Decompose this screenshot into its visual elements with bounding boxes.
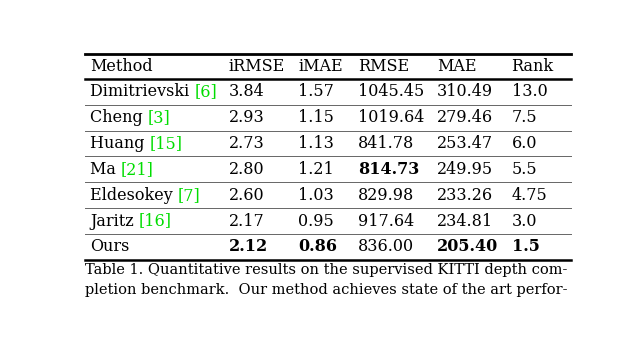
Text: [15]: [15] xyxy=(150,135,182,152)
Text: [6]: [6] xyxy=(195,83,217,100)
Text: Cheng: Cheng xyxy=(90,109,148,126)
Text: 814.73: 814.73 xyxy=(358,161,419,178)
Text: 836.00: 836.00 xyxy=(358,238,414,256)
Text: 0.95: 0.95 xyxy=(298,213,334,230)
Text: 4.75: 4.75 xyxy=(511,187,547,204)
Text: 233.26: 233.26 xyxy=(437,187,493,204)
Text: 253.47: 253.47 xyxy=(437,135,493,152)
Text: [7]: [7] xyxy=(178,187,200,204)
Text: 2.17: 2.17 xyxy=(229,213,264,230)
Text: 5.5: 5.5 xyxy=(511,161,537,178)
Text: Table 1. Quantitative results on the supervised KITTI depth com-: Table 1. Quantitative results on the sup… xyxy=(85,263,567,277)
Text: 13.0: 13.0 xyxy=(511,83,547,100)
Text: 1.57: 1.57 xyxy=(298,83,334,100)
Text: 249.95: 249.95 xyxy=(437,161,493,178)
Text: Jaritz: Jaritz xyxy=(90,213,139,230)
Text: [21]: [21] xyxy=(121,161,154,178)
Text: Dimitrievski: Dimitrievski xyxy=(90,83,195,100)
Text: 1.5: 1.5 xyxy=(511,238,540,256)
Text: iMAE: iMAE xyxy=(298,58,343,75)
Text: 1019.64: 1019.64 xyxy=(358,109,424,126)
Text: 279.46: 279.46 xyxy=(437,109,493,126)
Text: 841.78: 841.78 xyxy=(358,135,414,152)
Text: 1.13: 1.13 xyxy=(298,135,334,152)
Text: Huang: Huang xyxy=(90,135,150,152)
Text: 205.40: 205.40 xyxy=(437,238,499,256)
Text: Ours: Ours xyxy=(90,238,129,256)
Text: Rank: Rank xyxy=(511,58,554,75)
Text: 3.0: 3.0 xyxy=(511,213,537,230)
Text: 6.0: 6.0 xyxy=(511,135,537,152)
Text: 234.81: 234.81 xyxy=(437,213,493,230)
Text: 1.15: 1.15 xyxy=(298,109,334,126)
Text: 829.98: 829.98 xyxy=(358,187,414,204)
Text: 2.93: 2.93 xyxy=(229,109,264,126)
Text: 2.80: 2.80 xyxy=(229,161,264,178)
Text: Eldesokey: Eldesokey xyxy=(90,187,178,204)
Text: 310.49: 310.49 xyxy=(437,83,493,100)
Text: RMSE: RMSE xyxy=(358,58,409,75)
Text: 2.12: 2.12 xyxy=(229,238,268,256)
Text: iRMSE: iRMSE xyxy=(229,58,285,75)
Text: 2.73: 2.73 xyxy=(229,135,264,152)
Text: 917.64: 917.64 xyxy=(358,213,414,230)
Text: Ma: Ma xyxy=(90,161,121,178)
Text: [3]: [3] xyxy=(148,109,170,126)
Text: [16]: [16] xyxy=(139,213,172,230)
Text: 3.84: 3.84 xyxy=(229,83,264,100)
Text: 0.86: 0.86 xyxy=(298,238,337,256)
Text: pletion benchmark.  Our method achieves state of the art perfor-: pletion benchmark. Our method achieves s… xyxy=(85,283,568,297)
Text: 1.21: 1.21 xyxy=(298,161,334,178)
Text: 1.03: 1.03 xyxy=(298,187,334,204)
Text: 7.5: 7.5 xyxy=(511,109,537,126)
Text: MAE: MAE xyxy=(437,58,477,75)
Text: 1045.45: 1045.45 xyxy=(358,83,424,100)
Text: Method: Method xyxy=(90,58,152,75)
Text: 2.60: 2.60 xyxy=(229,187,264,204)
